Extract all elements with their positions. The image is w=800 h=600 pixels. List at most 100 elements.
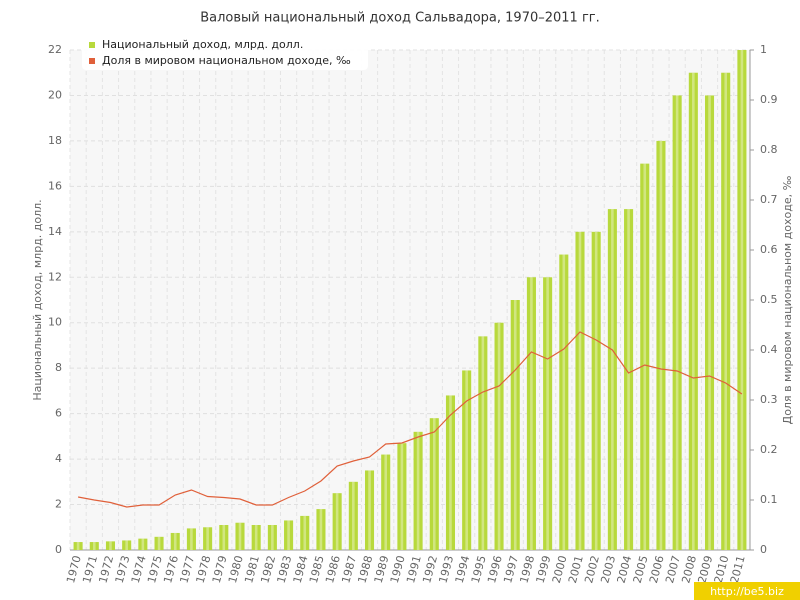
bar-highlight [368, 470, 371, 550]
y-tick-label: 16 [48, 179, 62, 192]
bar [251, 525, 261, 550]
bar [462, 370, 472, 550]
y2-tick-label: 0.8 [760, 143, 778, 156]
y-tick-label: 18 [48, 134, 62, 147]
bar-highlight [141, 538, 145, 550]
y-axis-label: Национальный доход, млрд. долл. [31, 199, 44, 400]
bar [138, 538, 148, 550]
legend-swatch [89, 58, 95, 64]
bar [381, 454, 391, 550]
bar [704, 95, 715, 551]
bar-highlight [594, 231, 598, 550]
bar [429, 418, 439, 550]
bar-highlight [432, 418, 436, 550]
bar [316, 509, 326, 550]
bar [348, 481, 358, 550]
bar-highlight [287, 520, 290, 550]
y2-tick-label: 0.9 [760, 93, 778, 106]
bar-highlight [546, 277, 549, 550]
bar [219, 525, 229, 550]
bar [543, 277, 553, 550]
bar-highlight [92, 542, 96, 550]
bar [300, 515, 310, 550]
bar [284, 520, 294, 550]
bar [73, 542, 83, 550]
bar [656, 140, 666, 550]
y-tick-label: 6 [55, 407, 62, 420]
y-tick-label: 8 [55, 361, 62, 374]
bar-highlight [173, 532, 177, 550]
bar [672, 95, 682, 551]
y-tick-label: 20 [48, 88, 62, 101]
bar [526, 277, 536, 550]
bar-highlight [416, 431, 420, 550]
y2-tick-label: 0.1 [760, 493, 778, 506]
bar [559, 254, 569, 550]
bar [154, 536, 164, 550]
watermark-box [694, 582, 800, 600]
bar-highlight [222, 525, 226, 550]
bar [203, 527, 213, 550]
bar-highlight [125, 540, 128, 550]
y-tick-label: 22 [48, 43, 62, 56]
y2-tick-label: 0.4 [760, 343, 778, 356]
bar [122, 540, 132, 550]
bar-highlight [740, 50, 744, 550]
bar-highlight [157, 536, 161, 550]
legend-swatch [89, 42, 95, 48]
bar-highlight [611, 209, 614, 550]
y-tick-label: 0 [55, 543, 62, 556]
bar [591, 231, 601, 550]
bar-highlight [481, 336, 485, 550]
y-tick-label: 10 [48, 316, 62, 329]
watermark: http://be5.biz [710, 585, 784, 598]
bar [510, 300, 520, 550]
bar [170, 532, 180, 550]
bar-highlight [724, 72, 728, 551]
bar-highlight [384, 454, 388, 550]
bar [640, 163, 650, 551]
y-tick-label: 2 [55, 498, 62, 511]
bar [89, 542, 99, 550]
bar [688, 72, 698, 551]
bar-highlight [513, 300, 517, 550]
bar-highlight [659, 140, 663, 550]
bar [413, 431, 423, 550]
bar [575, 231, 585, 550]
legend-label: Национальный доход, млрд. долл. [102, 38, 303, 51]
bar [445, 395, 456, 550]
y2-axis-label: Доля в мировом национальном доходе, ‰ [781, 175, 794, 424]
bar-highlight [627, 209, 630, 550]
bar [721, 72, 731, 551]
bar-highlight [190, 528, 193, 550]
line [77, 331, 743, 508]
bar-highlight [254, 525, 258, 550]
bar-highlight [319, 509, 323, 550]
bar-highlight [400, 443, 404, 550]
bar-highlight [449, 395, 452, 550]
bar-highlight [303, 515, 307, 550]
bar-highlight [271, 525, 274, 550]
y2-tick-label: 0.2 [760, 443, 778, 456]
y2-tick-label: 0.7 [760, 193, 778, 206]
bar [364, 470, 375, 550]
y-tick-label: 14 [48, 225, 62, 238]
bar-highlight [206, 527, 209, 550]
y2-tick-label: 0 [760, 543, 767, 556]
bar [235, 522, 245, 550]
y2-tick-label: 1 [760, 43, 767, 56]
bar-highlight [562, 254, 566, 550]
y2-tick-label: 0.5 [760, 293, 778, 306]
bar-highlight [692, 72, 695, 551]
y-tick-label: 12 [48, 270, 62, 283]
bar [607, 209, 617, 550]
bar-highlight [708, 95, 711, 551]
bar [494, 322, 504, 550]
bar [478, 336, 488, 550]
bar [267, 525, 277, 550]
y2-tick-label: 0.3 [760, 393, 778, 406]
bar-highlight [465, 370, 468, 550]
legend-box [82, 36, 368, 70]
bar-highlight [530, 277, 533, 550]
